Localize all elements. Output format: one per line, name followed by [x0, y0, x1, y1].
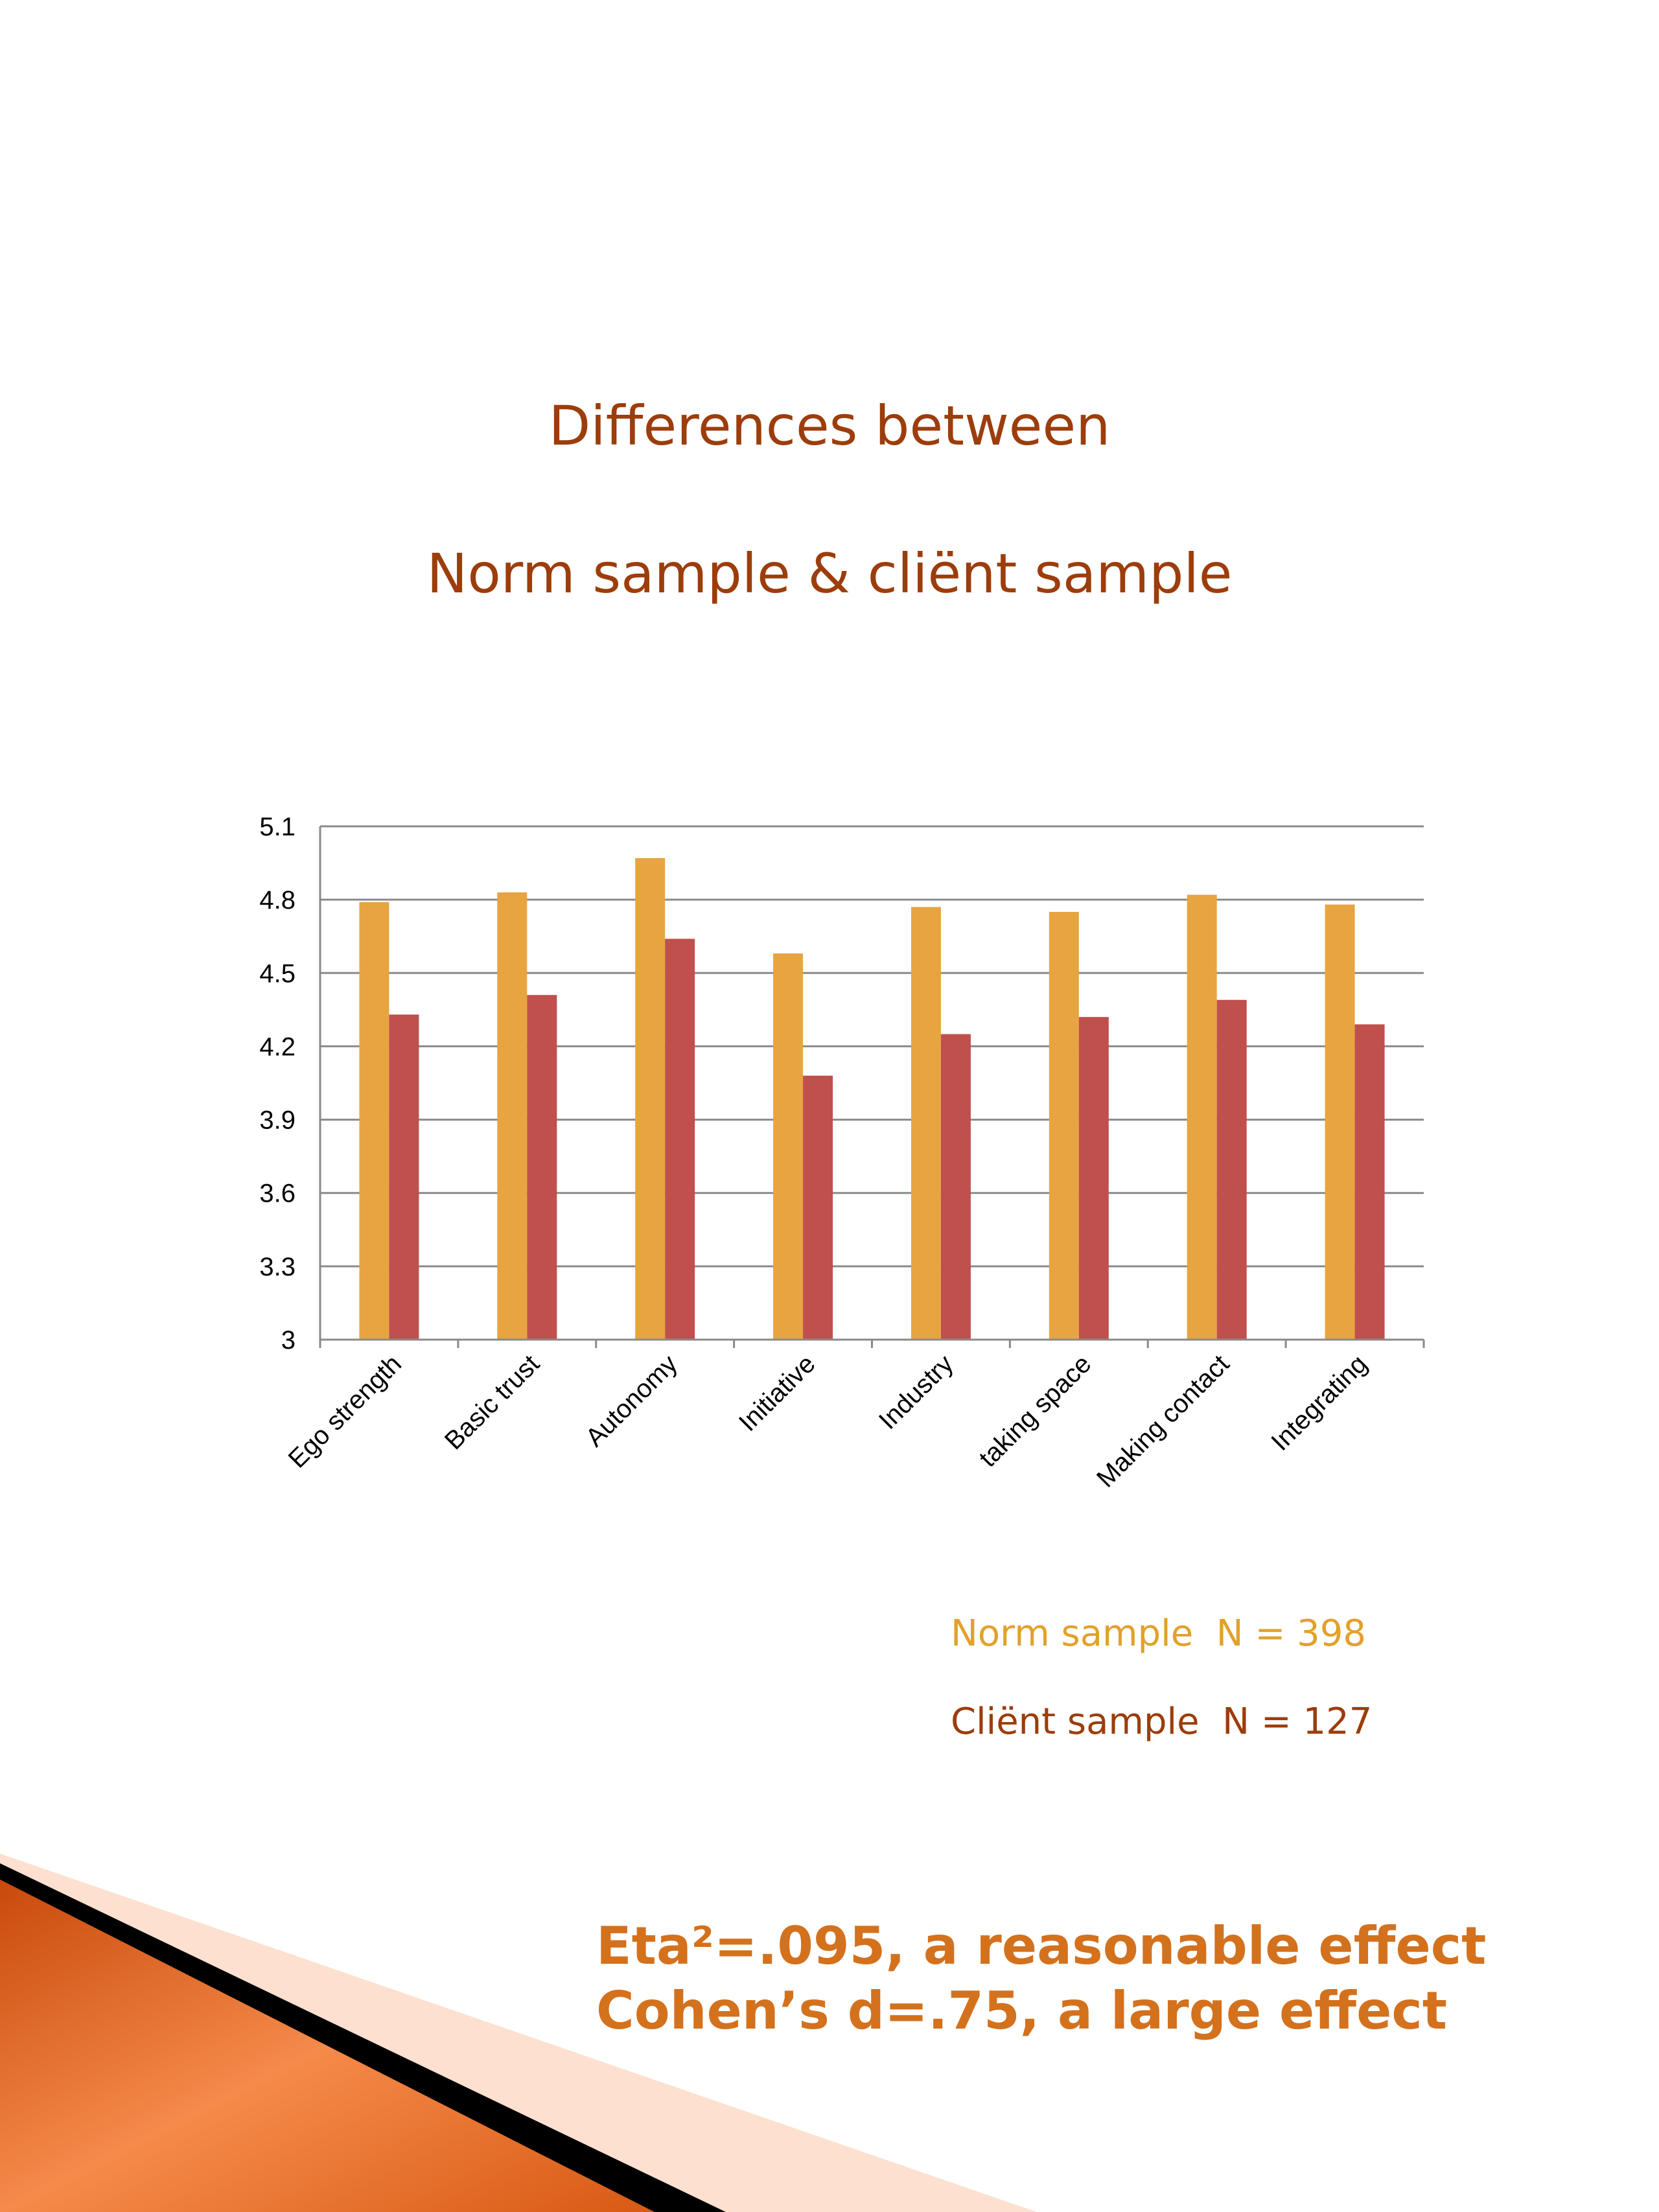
- corner-orange-stripe: [0, 1880, 655, 2212]
- bars: [359, 858, 1385, 1340]
- x-axis-category-labels: Ego strength Basic trust Autonomy Initiativ…: [283, 1349, 1373, 1493]
- bar-norm-taking-space: [1049, 912, 1079, 1340]
- x-axis: [319, 826, 1425, 1348]
- x-category-label: Industry: [874, 1349, 959, 1435]
- legend-norm-sample: Norm sample N = 398: [951, 1612, 1367, 1655]
- bar-norm-autonomy: [635, 858, 666, 1340]
- x-category-label: Initiative: [734, 1349, 821, 1437]
- legend-client-sample: Cliënt sample N = 127: [951, 1701, 1373, 1743]
- y-tick-label: 3: [281, 1326, 296, 1355]
- bar-chart: 3 3.3 3.6 3.9 4.2 4.5 4.8 5.1 Ego strength Basic…: [259, 813, 1425, 1493]
- y-tick-label: 4.8: [259, 886, 296, 914]
- x-category-label: Basic trust: [439, 1349, 545, 1455]
- y-axis-tick-labels: 3 3.3 3.6 3.9 4.2 4.5 4.8 5.1: [259, 813, 296, 1355]
- y-tick-label: 3.6: [259, 1180, 296, 1208]
- bar-client-taking-space: [1078, 1017, 1109, 1340]
- x-category-label: Autonomy: [580, 1349, 682, 1452]
- y-tick-label: 4.2: [259, 1032, 296, 1061]
- corner-decoration: [0, 1854, 1037, 2212]
- x-category-label: Ego strength: [283, 1349, 408, 1474]
- bar-client-industry: [940, 1034, 971, 1340]
- bar-client-ego-strength: [389, 1014, 419, 1340]
- bar-client-making-contact: [1216, 999, 1247, 1340]
- effect-size-eta: Eta²=.095, a reasonable effect: [596, 1916, 1487, 1976]
- gridlines: [320, 825, 1424, 1341]
- bar-client-basic-trust: [527, 995, 557, 1340]
- bar-norm-ego-strength: [359, 902, 389, 1340]
- slide-title-line-1: Differences between: [548, 394, 1111, 458]
- bar-norm-initiative: [773, 953, 804, 1340]
- y-tick-label: 3.9: [259, 1106, 296, 1135]
- bar-client-integrating: [1354, 1024, 1385, 1340]
- bar-norm-industry: [911, 907, 941, 1340]
- y-tick-label: 5.1: [259, 813, 296, 841]
- y-tick-label: 4.5: [259, 959, 296, 988]
- x-category-label: Making contact: [1091, 1349, 1235, 1493]
- x-category-label: Integrating: [1266, 1349, 1373, 1456]
- effect-size-cohen: Cohen’s d=.75, a large effect: [596, 1981, 1448, 2041]
- y-tick-label: 3.3: [259, 1253, 296, 1281]
- slide-title-line-2: Norm sample & cliënt sample: [426, 542, 1233, 605]
- bar-norm-making-contact: [1187, 894, 1217, 1340]
- bar-client-autonomy: [665, 938, 695, 1340]
- bar-norm-integrating: [1325, 904, 1355, 1340]
- bar-norm-basic-trust: [497, 892, 528, 1340]
- x-category-label: taking space: [974, 1349, 1097, 1473]
- bar-client-initiative: [803, 1075, 833, 1340]
